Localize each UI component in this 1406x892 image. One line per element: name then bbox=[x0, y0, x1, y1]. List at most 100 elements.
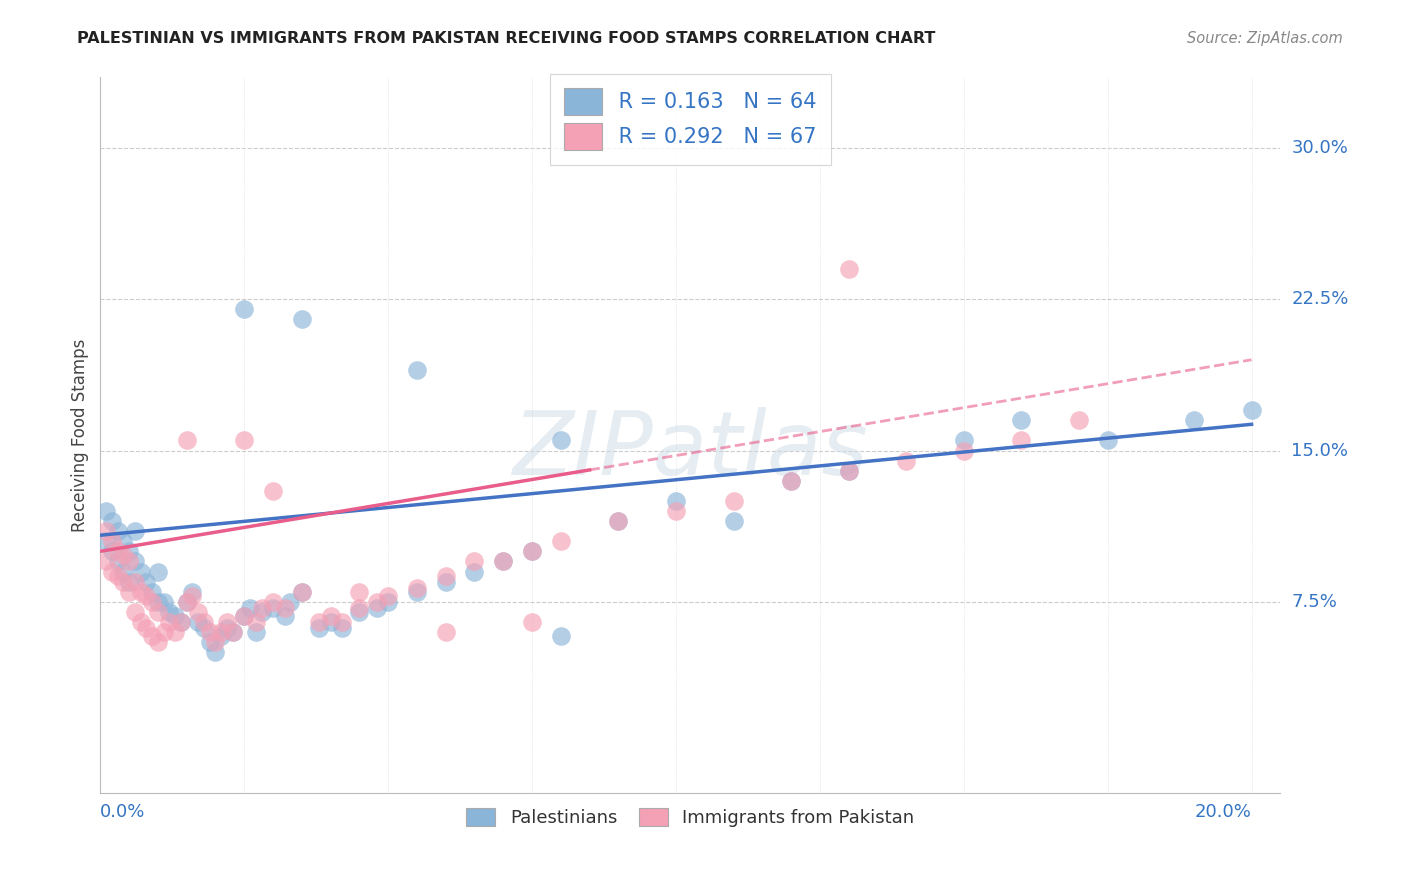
Point bbox=[141, 584, 163, 599]
Point bbox=[291, 584, 314, 599]
Point bbox=[209, 625, 232, 640]
Point bbox=[112, 549, 135, 563]
Legend: Palestinians, Immigrants from Pakistan: Palestinians, Immigrants from Pakistan bbox=[460, 801, 921, 834]
Point bbox=[94, 524, 117, 538]
Point bbox=[319, 615, 342, 629]
Text: 15.0%: 15.0% bbox=[1292, 442, 1348, 459]
Point bbox=[187, 615, 209, 629]
Point bbox=[198, 635, 221, 649]
Text: 20.0%: 20.0% bbox=[1195, 804, 1251, 822]
Point bbox=[135, 621, 157, 635]
Point bbox=[215, 621, 238, 635]
Point bbox=[278, 595, 301, 609]
Point bbox=[434, 574, 457, 589]
Point bbox=[245, 615, 267, 629]
Point bbox=[165, 625, 187, 640]
Point bbox=[101, 514, 124, 528]
Point bbox=[377, 589, 399, 603]
Point bbox=[723, 494, 745, 508]
Point bbox=[308, 621, 330, 635]
Point bbox=[838, 262, 860, 277]
Point bbox=[152, 595, 174, 609]
Point bbox=[520, 615, 543, 629]
Point bbox=[665, 494, 688, 508]
Point bbox=[101, 534, 124, 549]
Point bbox=[434, 625, 457, 640]
Text: 30.0%: 30.0% bbox=[1292, 139, 1348, 157]
Point bbox=[112, 565, 135, 579]
Point bbox=[723, 514, 745, 528]
Point bbox=[165, 608, 187, 623]
Point bbox=[349, 584, 371, 599]
Point bbox=[181, 584, 204, 599]
Point bbox=[291, 584, 314, 599]
Point bbox=[209, 629, 232, 643]
Point bbox=[366, 600, 388, 615]
Point bbox=[665, 504, 688, 518]
Point bbox=[520, 544, 543, 558]
Point bbox=[406, 584, 429, 599]
Point bbox=[141, 629, 163, 643]
Point bbox=[1010, 413, 1032, 427]
Point bbox=[550, 629, 572, 643]
Point bbox=[204, 645, 226, 659]
Point bbox=[101, 544, 124, 558]
Point bbox=[215, 615, 238, 629]
Point bbox=[94, 554, 117, 568]
Point bbox=[135, 574, 157, 589]
Text: 0.0%: 0.0% bbox=[100, 804, 146, 822]
Point bbox=[239, 600, 262, 615]
Point bbox=[319, 608, 342, 623]
Point bbox=[222, 625, 245, 640]
Point bbox=[262, 595, 284, 609]
Point bbox=[377, 595, 399, 609]
Point bbox=[1067, 413, 1090, 427]
Point bbox=[118, 574, 141, 589]
Point bbox=[262, 600, 284, 615]
Point bbox=[176, 434, 198, 448]
Point bbox=[349, 605, 371, 619]
Point bbox=[146, 635, 169, 649]
Point bbox=[198, 625, 221, 640]
Point bbox=[308, 615, 330, 629]
Point bbox=[463, 554, 485, 568]
Text: PALESTINIAN VS IMMIGRANTS FROM PAKISTAN RECEIVING FOOD STAMPS CORRELATION CHART: PALESTINIAN VS IMMIGRANTS FROM PAKISTAN … bbox=[77, 31, 936, 46]
Point bbox=[273, 600, 295, 615]
Point bbox=[434, 568, 457, 582]
Point bbox=[520, 544, 543, 558]
Point bbox=[233, 434, 256, 448]
Point bbox=[107, 568, 129, 582]
Y-axis label: Receiving Food Stamps: Receiving Food Stamps bbox=[72, 339, 89, 533]
Point bbox=[176, 595, 198, 609]
Point bbox=[245, 625, 267, 640]
Text: 22.5%: 22.5% bbox=[1292, 290, 1348, 309]
Point bbox=[124, 574, 146, 589]
Text: 7.5%: 7.5% bbox=[1292, 593, 1337, 611]
Text: Source: ZipAtlas.com: Source: ZipAtlas.com bbox=[1187, 31, 1343, 46]
Point bbox=[952, 443, 974, 458]
Point bbox=[176, 595, 198, 609]
Point bbox=[250, 605, 273, 619]
Point bbox=[129, 565, 152, 579]
Point bbox=[406, 363, 429, 377]
Point bbox=[170, 615, 193, 629]
Point bbox=[159, 615, 181, 629]
Point bbox=[112, 574, 135, 589]
Point bbox=[330, 615, 353, 629]
Point bbox=[146, 605, 169, 619]
Point bbox=[146, 565, 169, 579]
Point bbox=[550, 534, 572, 549]
Point bbox=[118, 554, 141, 568]
Point bbox=[101, 565, 124, 579]
Point bbox=[1010, 434, 1032, 448]
Point bbox=[780, 474, 803, 488]
Point bbox=[233, 302, 256, 317]
Point bbox=[550, 434, 572, 448]
Point bbox=[118, 584, 141, 599]
Point bbox=[94, 504, 117, 518]
Point bbox=[607, 514, 630, 528]
Point bbox=[838, 464, 860, 478]
Point bbox=[124, 605, 146, 619]
Point bbox=[330, 621, 353, 635]
Point bbox=[129, 584, 152, 599]
